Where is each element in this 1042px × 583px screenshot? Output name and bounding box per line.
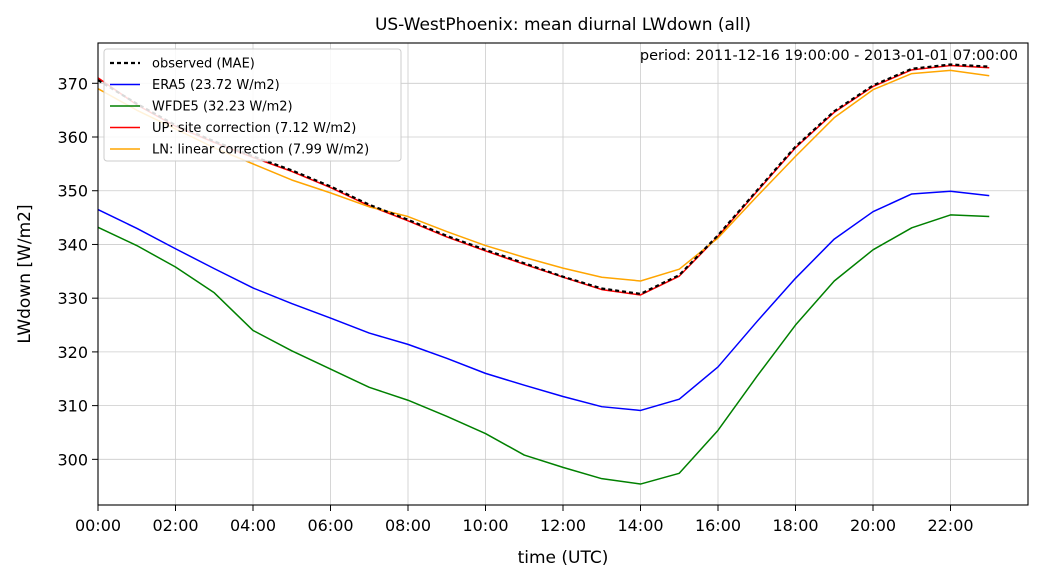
series-line-observed-mae xyxy=(97,63,990,295)
y-tick-label: 350 xyxy=(57,182,88,201)
x-tick-label: 02:00 xyxy=(152,516,198,535)
y-tick-label: 320 xyxy=(57,343,88,362)
period-annotation: period: 2011-12-16 19:00:00 - 2013-01-01… xyxy=(640,48,1018,64)
legend-entry: WFDE5 (32.23 W/m2) xyxy=(152,100,293,115)
x-tick-label: 16:00 xyxy=(695,516,741,535)
y-tick-label: 330 xyxy=(57,289,88,308)
x-tick-label: 10:00 xyxy=(462,516,508,535)
legend-entry: observed (MAE) xyxy=(152,57,255,72)
legend-box xyxy=(103,48,402,162)
x-axis-label: time (UTC) xyxy=(518,548,609,568)
x-tick-label: 08:00 xyxy=(385,516,431,535)
y-tick-label: 360 xyxy=(57,128,88,147)
chart-title: US-WestPhoenix: mean diurnal LWdown (all… xyxy=(375,15,751,35)
legend-entry: LN: linear correction (7.99 W/m2) xyxy=(152,143,369,158)
series-line-era5-23-72-w-m2 xyxy=(97,190,990,412)
series-line-wfde5-32-23-w-m2 xyxy=(97,214,990,485)
legend: observed (MAE) ERA5 (23.72 W/m2) WFDE5 (32… xyxy=(103,48,402,162)
x-tick-label: 14:00 xyxy=(617,516,663,535)
x-tick-label: 12:00 xyxy=(540,516,586,535)
y-axis-label: LWdown [W/m2] xyxy=(15,204,35,343)
ticks: 00:00 02:00 04:00 06:00 08:00 10:00 12:00 14:00… xyxy=(57,74,973,535)
y-tick-label: 370 xyxy=(57,74,88,93)
x-tick-label: 04:00 xyxy=(230,516,276,535)
grid xyxy=(97,43,1028,505)
legend-entry: ERA5 (23.72 W/m2) xyxy=(152,78,280,93)
legend-entry: UP: site correction (7.12 W/m2) xyxy=(152,121,356,136)
x-tick-label: 00:00 xyxy=(75,516,121,535)
x-tick-label: 18:00 xyxy=(772,516,818,535)
x-tick-label: 06:00 xyxy=(307,516,353,535)
x-tick-label: 20:00 xyxy=(850,516,896,535)
y-tick-label: 340 xyxy=(57,235,88,254)
x-tick-label: 22:00 xyxy=(927,516,973,535)
y-tick-label: 310 xyxy=(57,397,88,416)
y-tick-label: 300 xyxy=(57,450,88,469)
